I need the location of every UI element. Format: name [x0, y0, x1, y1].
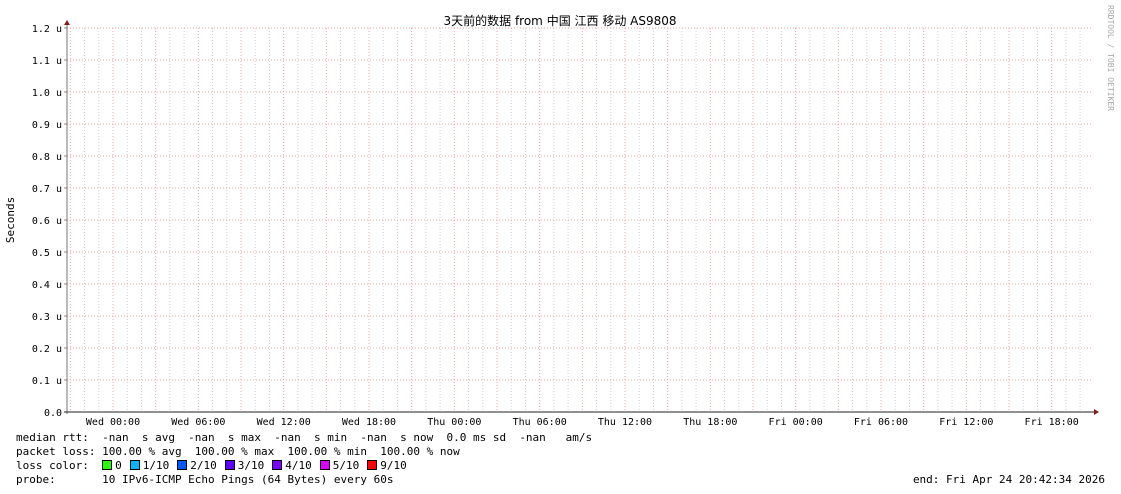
- x-tick-label: Fri 00:00: [769, 417, 823, 428]
- y-axis-label: Seconds: [4, 197, 17, 243]
- x-tick-label: Wed 00:00: [86, 417, 140, 428]
- y-tick-label: 1.1 u: [32, 56, 62, 67]
- probe-line: probe: 10 IPv6-ICMP Echo Pings (64 Bytes…: [16, 473, 394, 486]
- y-tick-label: 0.5 u: [32, 248, 62, 259]
- loss-color-label: loss color:: [16, 459, 103, 472]
- loss-color-value: 9/10: [380, 459, 407, 472]
- y-tick-label: 0.6 u: [32, 216, 62, 227]
- y-tick-label: 1.2 u: [32, 24, 62, 35]
- loss-color-value: 3/10: [237, 459, 265, 472]
- x-tick-label: Thu 00:00: [427, 417, 481, 428]
- loss-color-item: 5/10: [319, 459, 360, 472]
- grid: [67, 27, 1093, 412]
- loss-color-swatches: 0 1/10 2/10 3/10 4/10 5/10 9/10: [102, 459, 415, 472]
- y-tick-label: 0.3 u: [32, 312, 62, 323]
- y-tick-label: 1.0 u: [32, 88, 62, 99]
- loss-color-swatch: [129, 460, 140, 470]
- y-ticks: 0.0 0.1 u 0.2 u 0.3 u 0.4 u 0.5 u 0.6 u 0.7 u 0.…: [32, 24, 67, 419]
- y-tick-label: 0.8 u: [32, 152, 62, 163]
- x-tick-label: Wed 12:00: [257, 417, 311, 428]
- loss-color-item: 4/10: [272, 459, 312, 472]
- x-tick-label: Wed 18:00: [342, 417, 396, 428]
- x-tick-label: Fri 18:00: [1025, 417, 1079, 428]
- x-tick-label: Thu 06:00: [513, 417, 567, 428]
- x-axis-arrow-icon: [1094, 409, 1099, 415]
- y-tick-label: 0.7 u: [32, 184, 62, 195]
- loss-color-value: 1/10: [142, 459, 170, 472]
- loss-color-swatch: [272, 460, 283, 470]
- x-tick-label: Fri 06:00: [854, 417, 908, 428]
- loss-color-item: 9/10: [367, 459, 407, 472]
- loss-color-swatch: [319, 460, 330, 470]
- loss-color-value: 0: [115, 459, 122, 472]
- y-axis-arrow-icon: [64, 20, 70, 25]
- x-ticks: Wed 00:00 Wed 06:00 Wed 12:00 Wed 18:00 Thu …: [86, 417, 1079, 428]
- y-tick-label: 0.1 u: [32, 376, 62, 387]
- loss-color-item: 1/10: [129, 459, 170, 472]
- loss-color-swatch: [224, 460, 235, 470]
- x-tick-label: Fri 12:00: [939, 417, 993, 428]
- chart-title: 3天前的数据 from 中国 江西 移动 AS9808: [444, 13, 677, 28]
- loss-color-swatch: [177, 460, 188, 470]
- y-tick-label: 0.4 u: [32, 280, 62, 291]
- loss-color-value: 4/10: [285, 459, 312, 472]
- axes: [64, 20, 1099, 415]
- loss-color-swatch: [102, 460, 113, 470]
- packet-loss-line: packet loss: 100.00 % avg 100.00 % max 1…: [16, 445, 460, 458]
- end-time: end: Fri Apr 24 20:42:34 2026: [912, 473, 1105, 486]
- loss-color-value: 2/10: [190, 459, 217, 472]
- loss-color-item: 3/10: [224, 459, 265, 472]
- x-tick-label: Thu 12:00: [598, 417, 652, 428]
- x-tick-label: Wed 06:00: [171, 417, 225, 428]
- median-rtt-line: median rtt: -nan s avg -nan s max -nan s…: [16, 431, 593, 444]
- rrdtool-watermark: RRDTOOL / TOBI OETIKER: [1106, 5, 1115, 111]
- loss-color-swatch: [367, 460, 378, 470]
- x-tick-label: Thu 18:00: [683, 417, 737, 428]
- y-tick-label: 0.0: [44, 408, 62, 419]
- loss-color-item: 2/10: [177, 459, 217, 472]
- y-tick-label: 0.2 u: [32, 344, 62, 355]
- loss-color-line: loss color: 0 1/10 2/10 3/10 4/10 5/10 9/10: [16, 459, 415, 473]
- loss-color-value: 5/10: [332, 459, 360, 472]
- y-tick-label: 0.9 u: [32, 120, 62, 131]
- loss-color-item: 0: [102, 459, 122, 472]
